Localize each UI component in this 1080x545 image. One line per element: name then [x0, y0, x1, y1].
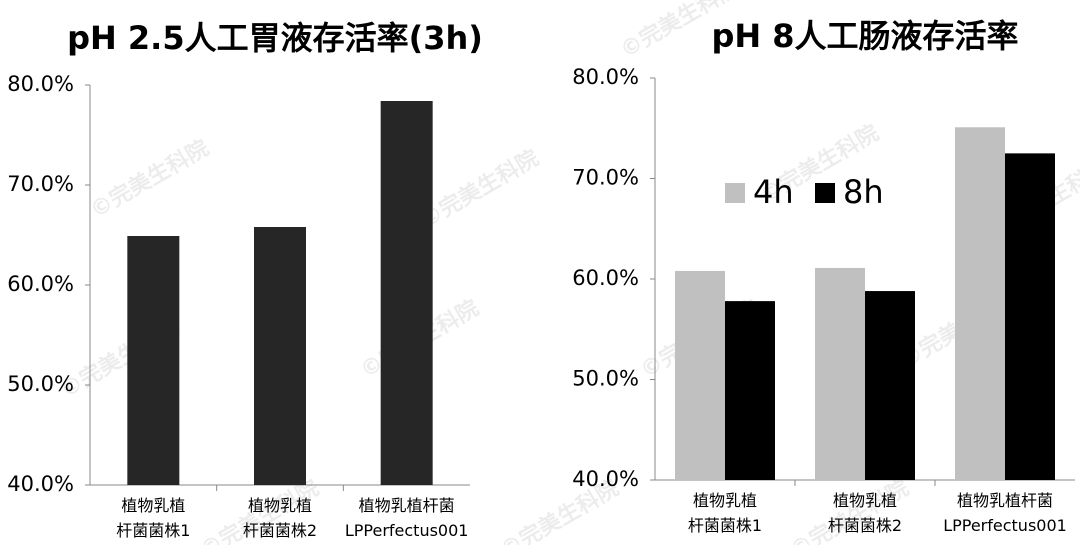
y-tick-label: 60.0% [572, 266, 639, 290]
x-tick-label: 植物乳植 杆菌菌株1 [116, 496, 191, 540]
y-tick-label: 50.0% [572, 367, 639, 391]
x-tick-label: 植物乳植 杆菌菌株2 [827, 491, 903, 535]
x-tick-label: 植物乳植杆菌 LPPerfectus001 [344, 496, 469, 540]
x-tick-label: 植物乳植杆菌 LPPerfectus001 [943, 491, 1067, 535]
watermark: ©完美生科院 [416, 145, 543, 234]
bar [254, 227, 306, 485]
legend-swatch [815, 183, 835, 203]
bar [865, 291, 915, 480]
x-tick-label: 植物乳植 杆菌菌株2 [242, 496, 318, 540]
bar [127, 236, 180, 485]
y-tick-label: 50.0% [7, 372, 74, 396]
y-tick-label: 70.0% [572, 166, 639, 190]
y-tick-label: 40.0% [7, 472, 74, 496]
bar [725, 301, 775, 480]
y-tick-label: 40.0% [572, 467, 639, 491]
legend-label: 8h [843, 173, 884, 211]
bar [380, 101, 433, 485]
legend-label: 4h [753, 173, 794, 211]
bar [955, 127, 1005, 481]
bar [815, 267, 865, 480]
watermark: ©完美生科院 [86, 135, 213, 224]
y-tick-label: 70.0% [7, 172, 74, 196]
y-tick-label: 60.0% [7, 272, 74, 296]
legend-swatch [725, 183, 745, 203]
y-tick-label: 80.0% [572, 65, 639, 89]
chart-title: pH 2.5人工胃液存活率(3h) [67, 19, 483, 57]
bar [1005, 153, 1055, 480]
chart-title: pH 8人工肠液存活率 [711, 17, 1018, 55]
y-tick-label: 80.0% [7, 72, 74, 96]
x-tick-label: 植物乳植 杆菌菌株1 [687, 491, 763, 535]
bar [675, 270, 725, 480]
